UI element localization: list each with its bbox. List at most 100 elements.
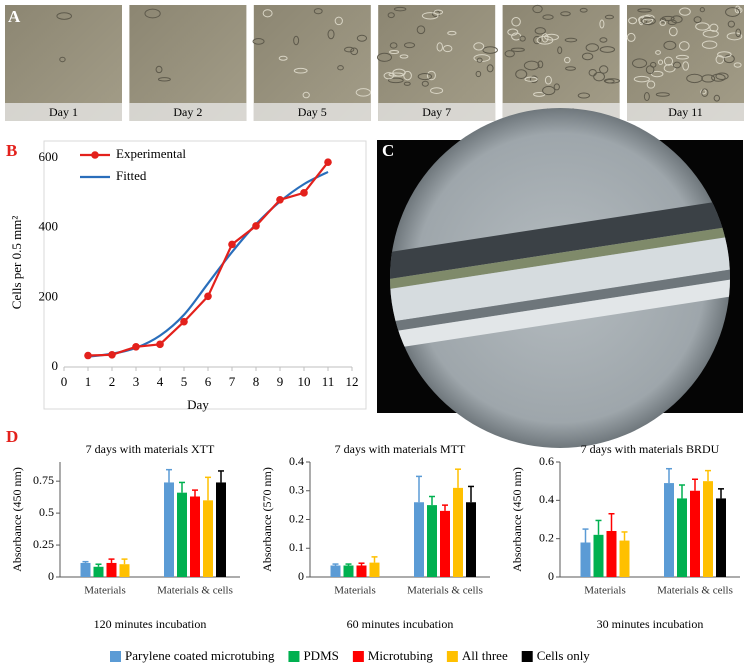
line xyxy=(87,170,329,358)
cell xyxy=(557,46,563,55)
x-tick-label: 10 xyxy=(298,374,311,389)
error-bar xyxy=(429,495,435,506)
cell xyxy=(659,17,667,23)
x-tick-label: Materials & cells xyxy=(157,585,233,597)
cell xyxy=(389,49,400,55)
bar xyxy=(80,562,91,577)
cell xyxy=(486,64,494,73)
cell xyxy=(541,33,549,43)
bar xyxy=(716,498,726,577)
error-bar xyxy=(621,531,628,541)
cell xyxy=(723,54,735,64)
cell xyxy=(475,70,482,78)
y-tick-label: 0.25 xyxy=(33,537,54,551)
marker xyxy=(132,342,140,351)
tube-edge xyxy=(390,222,730,292)
panel-label: A xyxy=(8,7,21,26)
cell xyxy=(659,20,667,26)
cell xyxy=(144,8,161,19)
error-bar xyxy=(718,488,724,499)
legend-label: Microtubing xyxy=(368,648,433,663)
y-tick-label: 600 xyxy=(39,149,59,164)
cell xyxy=(262,9,273,18)
cell xyxy=(511,16,521,27)
cell xyxy=(389,42,398,49)
cell xyxy=(699,7,705,13)
cell xyxy=(387,77,404,84)
cell xyxy=(523,60,540,71)
error-bar xyxy=(218,470,224,483)
cell xyxy=(442,44,453,53)
cell xyxy=(695,22,710,31)
cell xyxy=(679,7,691,16)
error-bar xyxy=(166,468,172,483)
error-bar xyxy=(179,481,185,493)
cell xyxy=(421,80,429,87)
x-tick-label: 12 xyxy=(346,374,359,389)
chart-frame xyxy=(43,140,367,410)
cell xyxy=(585,43,599,52)
cell xyxy=(715,55,725,64)
y-tick-label: 0.75 xyxy=(33,473,54,487)
x-tick-label: 11 xyxy=(322,374,335,389)
marker xyxy=(84,351,92,360)
cell xyxy=(642,14,655,21)
error-bar xyxy=(442,504,448,511)
cell xyxy=(537,60,544,69)
marker xyxy=(108,351,116,359)
error-bar xyxy=(705,469,711,482)
cell xyxy=(672,61,682,69)
cell xyxy=(655,92,670,97)
cell xyxy=(717,51,732,58)
error-bar xyxy=(192,489,198,497)
y-tick-label: 0.2 xyxy=(289,511,304,525)
cell xyxy=(534,27,546,35)
cell xyxy=(544,33,559,41)
x-tick-label: 0 xyxy=(61,374,68,389)
cell xyxy=(565,66,576,71)
y-tick-label: 200 xyxy=(39,288,59,303)
cell xyxy=(476,57,483,63)
label-strip xyxy=(5,103,122,121)
cell xyxy=(564,56,571,64)
cell xyxy=(713,94,721,102)
cell xyxy=(302,91,310,99)
panel-c: C xyxy=(377,108,743,448)
cell xyxy=(599,37,608,43)
y-tick-label: 0.5 xyxy=(39,505,54,519)
cell xyxy=(293,35,300,46)
cell xyxy=(337,65,344,71)
cell xyxy=(524,76,538,82)
x-tick-label: Materials & cells xyxy=(657,585,733,597)
cell xyxy=(533,91,546,97)
error-bar xyxy=(108,558,115,563)
legend-swatch xyxy=(446,651,458,662)
chart-title: 7 days with materials XTT xyxy=(86,442,215,456)
bar xyxy=(580,542,591,577)
y-axis-label: Absorbance (450 nm) xyxy=(10,467,24,572)
cell xyxy=(564,37,578,43)
cell xyxy=(278,55,288,61)
panel-label: C xyxy=(382,141,394,160)
tube-wall xyxy=(390,195,730,282)
bar xyxy=(177,492,187,577)
bar xyxy=(690,490,700,577)
cell xyxy=(733,62,742,68)
y-axis-label: Cells per 0.5 mm² xyxy=(9,216,24,310)
cell xyxy=(433,9,444,15)
y-tick-label: 0 xyxy=(48,569,54,583)
cell xyxy=(682,61,690,71)
cell xyxy=(577,92,591,99)
cell xyxy=(675,54,689,60)
bar xyxy=(106,562,117,577)
cell xyxy=(655,50,661,55)
marker xyxy=(252,222,260,230)
x-tick-label: 7 xyxy=(229,374,236,389)
cell xyxy=(344,46,355,53)
bar xyxy=(330,565,341,577)
micrograph xyxy=(253,5,371,121)
cell xyxy=(416,25,426,35)
cell xyxy=(252,38,265,45)
x-tick-label: 5 xyxy=(181,374,188,389)
cell xyxy=(668,26,678,37)
